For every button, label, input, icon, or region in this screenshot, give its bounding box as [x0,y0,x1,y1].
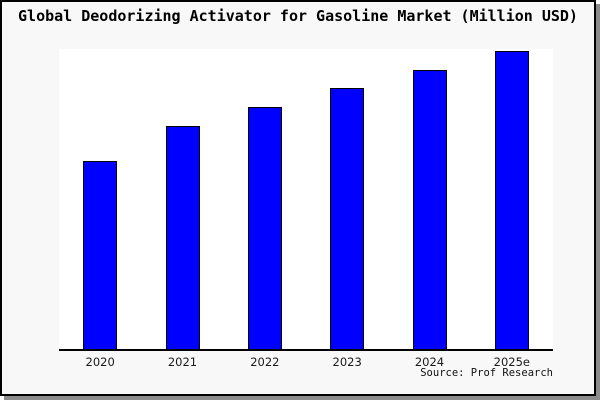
x-tick-label-2022: 2022 [250,355,280,369]
source-credit: Source: Prof Research [420,367,553,379]
bar-2023 [330,88,365,349]
chart-layer: Global Deodorizing Activator for Gasolin… [2,2,594,394]
bar-2020 [83,161,118,349]
bar-2025e [494,51,529,349]
bar-2021 [165,126,200,349]
x-tick-label-2021: 2021 [167,355,198,369]
x-tick-label-2020: 2020 [85,355,115,369]
x-tick-label-2025e: 2025e [493,355,530,369]
plot-area [59,49,553,351]
x-tick-label-2023: 2023 [332,355,362,369]
bar-2022 [247,107,282,349]
chart-title: Global Deodorizing Activator for Gasolin… [18,7,578,25]
x-tick-label-2024: 2024 [414,355,445,369]
bar-2024 [412,70,447,349]
